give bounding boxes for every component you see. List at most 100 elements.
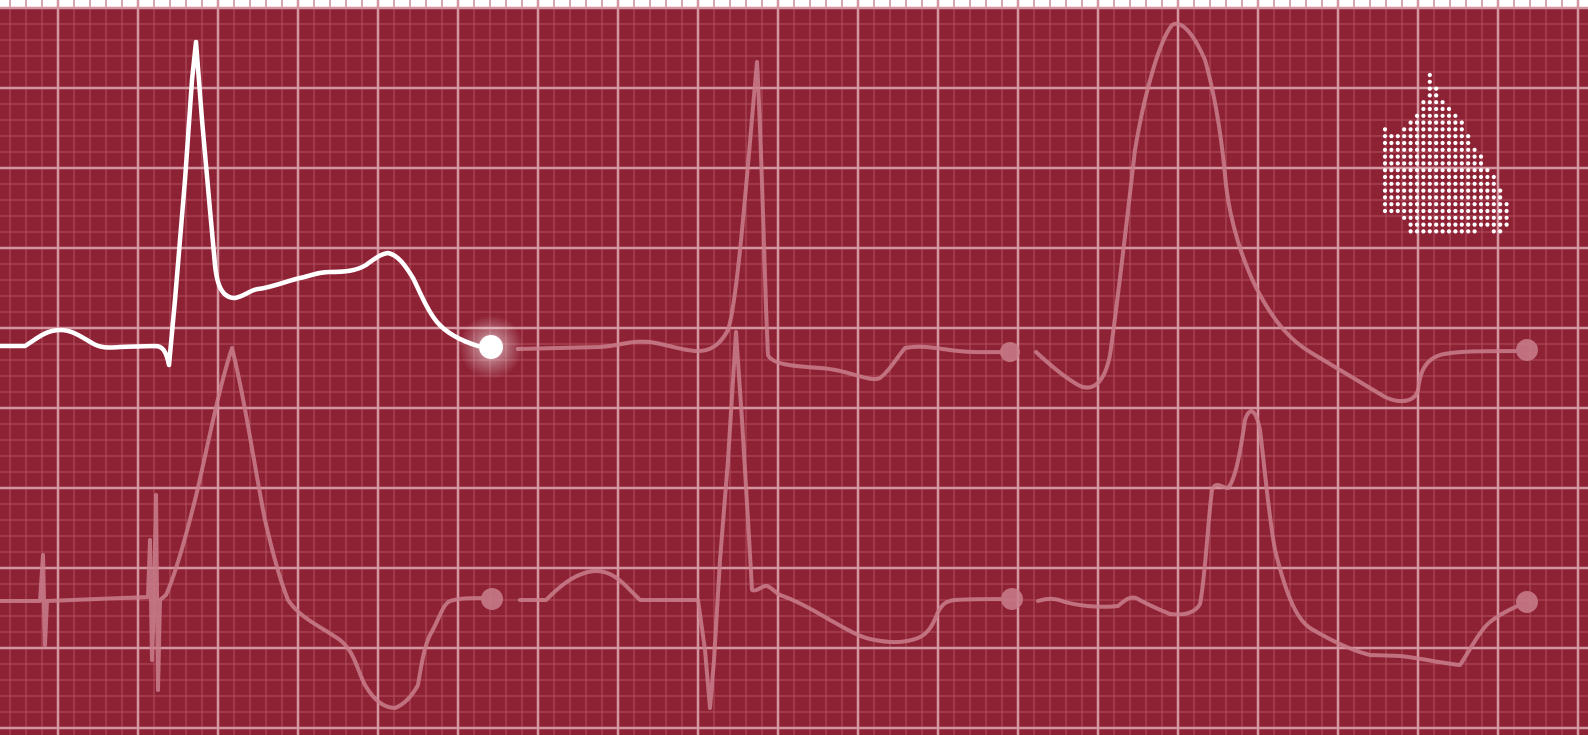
logo-dot xyxy=(1453,120,1458,125)
logo-dot xyxy=(1408,154,1413,159)
logo-dot xyxy=(1389,161,1394,166)
logo-dot xyxy=(1389,140,1394,146)
logo-dot xyxy=(1466,161,1471,166)
logo-dot xyxy=(1453,113,1458,118)
logo-dot xyxy=(1434,161,1439,166)
logo-dot xyxy=(1427,229,1432,234)
logo-dot xyxy=(1408,147,1413,152)
logo-dot xyxy=(1472,222,1477,227)
logo-dot xyxy=(1427,147,1432,152)
logo-dot xyxy=(1434,106,1439,112)
logo-dot xyxy=(1402,202,1407,207)
logo-dot xyxy=(1491,229,1496,234)
logo-dot xyxy=(1414,140,1420,146)
logo-dot xyxy=(1466,140,1471,146)
logo-dot xyxy=(1395,140,1400,146)
logo-dot xyxy=(1382,127,1388,132)
logo-dot xyxy=(1414,202,1420,207)
logo-dot xyxy=(1427,127,1432,132)
logo-dot xyxy=(1427,134,1432,139)
logo-dot xyxy=(1408,161,1413,166)
logo-dot xyxy=(1427,86,1432,91)
logo-dot xyxy=(1478,154,1484,159)
logo-dot xyxy=(1472,168,1477,173)
logo-dot xyxy=(1440,140,1445,146)
logo-dot xyxy=(1472,174,1477,180)
lower-trace-segment-3 xyxy=(1036,409,1529,667)
logo-dot xyxy=(1491,195,1496,200)
logo-dot xyxy=(1421,168,1426,173)
logo-dot xyxy=(1427,181,1432,186)
logo-dot xyxy=(1402,188,1407,193)
logo-dot xyxy=(1446,174,1452,180)
logo-dot xyxy=(1389,147,1394,152)
logo-dot xyxy=(1466,195,1471,200)
logo-dot xyxy=(1402,174,1407,180)
logo-dot xyxy=(1408,181,1413,186)
logo-dot xyxy=(1459,195,1464,200)
logo-dot xyxy=(1414,161,1420,166)
logo-dot xyxy=(1453,202,1458,207)
logo-dot xyxy=(1459,120,1464,125)
upper-trace-segment-2 xyxy=(516,60,1012,382)
logo-dot xyxy=(1421,120,1426,125)
logo-dot xyxy=(1459,161,1464,166)
logo-dot xyxy=(1491,222,1496,227)
logo-dot xyxy=(1478,195,1484,200)
logo-dot xyxy=(1402,208,1407,214)
logo-dot xyxy=(1466,222,1471,227)
upper-trace-end-dot-3 xyxy=(1516,339,1538,361)
logo-dot xyxy=(1434,188,1439,193)
logo-dot xyxy=(1434,229,1439,234)
logo-dot xyxy=(1408,168,1413,173)
logo-dot xyxy=(1421,154,1426,159)
logo-dot xyxy=(1395,134,1400,139)
logo-dot xyxy=(1434,174,1439,180)
logo-dot xyxy=(1408,208,1413,214)
logo-dot xyxy=(1446,215,1452,220)
logo-dot xyxy=(1421,106,1426,112)
logo-dot xyxy=(1434,222,1439,227)
logo-dot xyxy=(1434,168,1439,173)
logo-dot xyxy=(1440,168,1445,173)
glowing-dot-icon xyxy=(459,315,523,379)
logo-dot xyxy=(1440,195,1445,200)
logo-dot xyxy=(1382,168,1388,173)
logo-dot xyxy=(1414,113,1420,118)
faded-trace-upper xyxy=(516,21,1538,404)
logo-dot xyxy=(1389,188,1394,193)
logo-dot xyxy=(1478,174,1484,180)
logo-dot xyxy=(1485,168,1490,173)
logo-dot xyxy=(1402,168,1407,173)
logo-dot xyxy=(1472,202,1477,207)
logo-dot xyxy=(1498,195,1503,200)
logo-dot xyxy=(1414,120,1420,125)
logo-dot xyxy=(1408,140,1413,146)
logo-dot xyxy=(1382,147,1388,152)
logo-dot xyxy=(1402,154,1407,159)
logo-dot xyxy=(1466,168,1471,173)
logo-dot xyxy=(1466,208,1471,214)
logo-dot xyxy=(1434,147,1439,152)
logo-dot xyxy=(1453,140,1458,146)
logo-dot xyxy=(1395,208,1400,214)
logo-dot xyxy=(1389,195,1394,200)
logo-dot xyxy=(1491,215,1496,220)
logo-dot xyxy=(1466,134,1471,139)
logo-dot xyxy=(1382,202,1388,207)
logo-dot xyxy=(1440,215,1445,220)
logo-dot xyxy=(1421,215,1426,220)
logo-dot xyxy=(1453,174,1458,180)
logo-dot xyxy=(1395,154,1400,159)
logo-dot xyxy=(1478,168,1484,173)
logo-dot xyxy=(1459,222,1464,227)
logo-dot xyxy=(1421,188,1426,193)
logo-dot xyxy=(1472,188,1477,193)
logo-dot xyxy=(1478,215,1484,220)
logo-dot xyxy=(1434,195,1439,200)
logo-dot xyxy=(1504,215,1509,220)
logo-dot xyxy=(1440,188,1445,193)
logo-dot xyxy=(1414,154,1420,159)
logo-dot xyxy=(1485,208,1490,214)
logo-dot xyxy=(1421,100,1426,105)
